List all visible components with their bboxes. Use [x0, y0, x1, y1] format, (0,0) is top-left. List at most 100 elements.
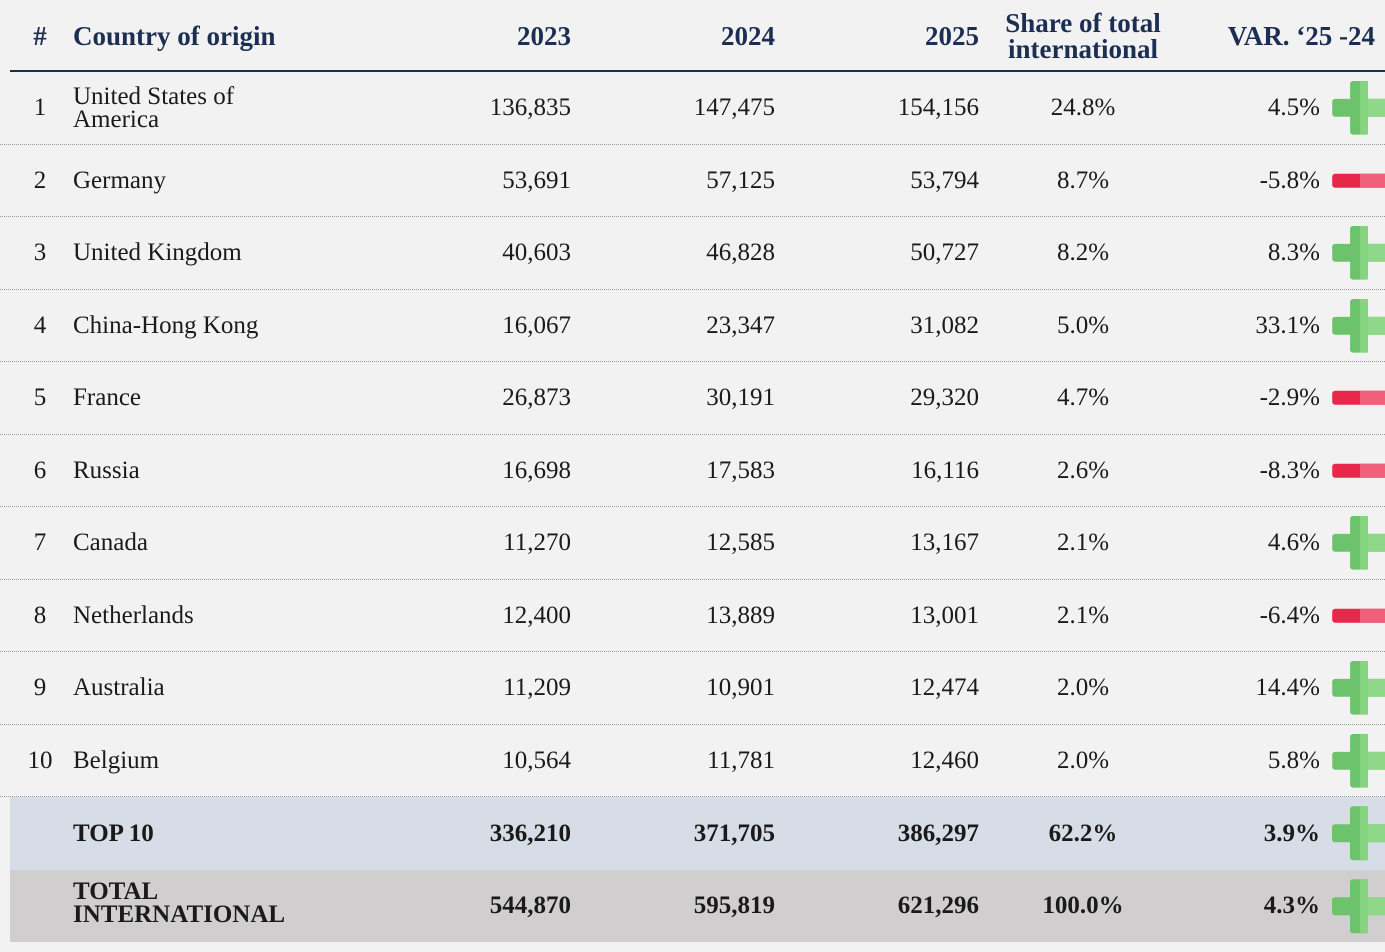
summary-cell: 336,210 [400, 797, 571, 870]
table-cell-text: 2.1% [1057, 531, 1109, 554]
table-cell-text: 23,347 [706, 314, 775, 337]
summary-cell: 4.3% [1180, 870, 1320, 943]
summary-cell: 371,705 [600, 797, 775, 870]
summary-cell: 595,819 [600, 870, 775, 943]
plus-icon [1332, 290, 1385, 362]
summary-cell-text: 100.0% [1042, 894, 1123, 917]
column-header: VAR. ‘25 -24 [1195, 0, 1375, 72]
plus-icon [1332, 725, 1385, 797]
table-cell-text: 4.5% [1268, 96, 1320, 119]
table-cell: -5.8% [1180, 145, 1320, 217]
table-cell-text: 11,781 [707, 749, 775, 772]
table-cell-text: United Kingdom [73, 241, 242, 264]
table-cell-text: 8.3% [1268, 241, 1320, 264]
table-cell-text: 16,698 [502, 459, 571, 482]
table-cell-text: 2.0% [1057, 676, 1109, 699]
summary-cell: 621,296 [800, 870, 979, 943]
summary-cell-text: TOTAL INTERNATIONAL [73, 880, 303, 926]
summary-cell-text: 4.3% [1264, 894, 1320, 917]
table-cell: 10,901 [600, 652, 775, 724]
column-header: 2025 [800, 0, 979, 72]
table-cell: 8 [18, 580, 62, 652]
table-cell-text: 5.0% [1057, 314, 1109, 337]
table-cell: Germany [73, 145, 303, 217]
table-cell-text: 154,156 [898, 96, 979, 119]
table-cell: 8.3% [1180, 217, 1320, 289]
table-cell-text: Netherlands [73, 604, 194, 627]
table-cell-text: 9 [34, 676, 47, 699]
table-cell-text: 4.7% [1057, 386, 1109, 409]
table-cell: 46,828 [600, 217, 775, 289]
table-cell-text: 8.2% [1057, 241, 1109, 264]
column-header-text: VAR. ‘25 -24 [1228, 23, 1375, 49]
column-header: Country of origin [73, 0, 303, 72]
summary-cell-text: 62.2% [1049, 822, 1118, 845]
table-cell: 2.0% [990, 725, 1176, 797]
summary-cell-text: 371,705 [694, 822, 775, 845]
column-header: 2024 [600, 0, 775, 72]
table-cell: United States of America [73, 72, 303, 144]
table-cell: 31,082 [800, 290, 979, 362]
table-cell-text: 16,067 [502, 314, 571, 337]
table-cell: 12,400 [400, 580, 571, 652]
table-cell: United Kingdom [73, 217, 303, 289]
table-cell: 10 [18, 725, 62, 797]
summary-cell: TOP 10 [73, 797, 303, 870]
table-cell-text: 16,116 [911, 459, 979, 482]
table-cell-text: -6.4% [1260, 604, 1320, 627]
table-cell-text: 1 [34, 96, 47, 119]
summary-cell: TOTAL INTERNATIONAL [73, 870, 303, 952]
table-cell: 4 [18, 290, 62, 362]
table-cell: France [73, 362, 303, 434]
table-cell-text: 2.6% [1057, 459, 1109, 482]
table-cell-text: 6 [34, 459, 47, 482]
plus-icon [1332, 507, 1385, 579]
table-cell: -6.4% [1180, 580, 1320, 652]
table-cell: 53,794 [800, 145, 979, 217]
table-cell: 2 [18, 145, 62, 217]
table-cell: 5 [18, 362, 62, 434]
table-cell: 10,564 [400, 725, 571, 797]
table-cell: 8.2% [990, 217, 1176, 289]
column-header-text: 2025 [925, 23, 979, 49]
table-cell: -2.9% [1180, 362, 1320, 434]
table-cell: Netherlands [73, 580, 303, 652]
plus-icon [1332, 797, 1385, 870]
table-cell: 2.0% [990, 652, 1176, 724]
table-cell-text: 12,585 [706, 531, 775, 554]
table-cell-text: 4 [34, 314, 47, 337]
table-cell: 5.8% [1180, 725, 1320, 797]
table-cell-text: 10,564 [502, 749, 571, 772]
table-cell: China-Hong Kong [73, 290, 303, 362]
table-cell: 5.0% [990, 290, 1176, 362]
table-cell: 13,001 [800, 580, 979, 652]
table-cell: 16,116 [800, 435, 979, 507]
table-cell: 13,167 [800, 507, 979, 579]
table-cell: 26,873 [400, 362, 571, 434]
table-cell: 53,691 [400, 145, 571, 217]
table-cell: 9 [18, 652, 62, 724]
table-cell-text: 31,082 [910, 314, 979, 337]
table-cell: 11,270 [400, 507, 571, 579]
table-cell: 29,320 [800, 362, 979, 434]
column-header-text: 2024 [721, 23, 775, 49]
table-cell: 2.1% [990, 507, 1176, 579]
table-cell: 2.1% [990, 580, 1176, 652]
table-cell-text: -8.3% [1260, 459, 1320, 482]
table-cell-text: Australia [73, 676, 165, 699]
table-cell-text: 14.4% [1255, 676, 1320, 699]
table-cell-text: 2.1% [1057, 604, 1109, 627]
table-cell: Russia [73, 435, 303, 507]
minus-icon [1332, 435, 1385, 507]
table-cell-text: 11,209 [503, 676, 571, 699]
table-cell-text: 57,125 [706, 169, 775, 192]
